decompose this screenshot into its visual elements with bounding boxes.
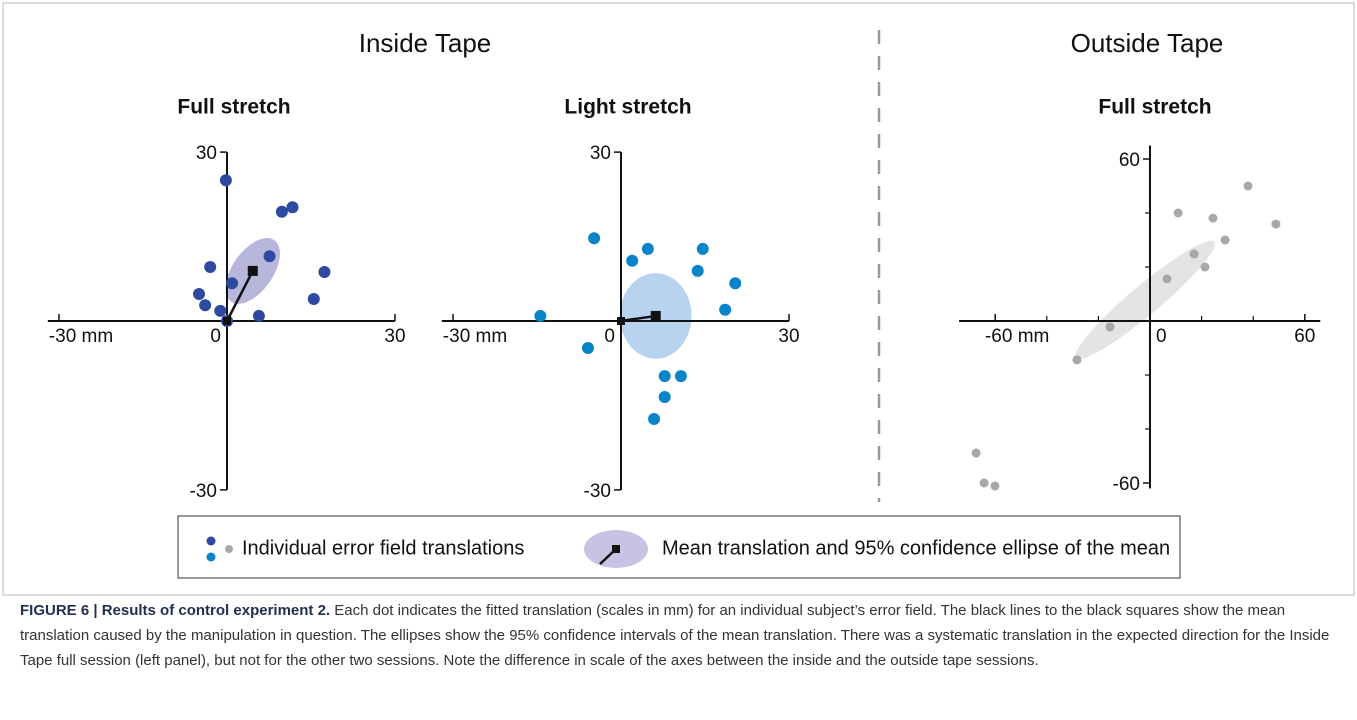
data-point [1220,235,1230,245]
x-tick-label: 30 [778,326,799,347]
data-point [214,304,227,317]
caption-text: Each dot indicates the fitted translatio… [20,602,1330,669]
y-tick-label: -60 [1113,474,1140,495]
panel-title: Full stretch [1098,96,1211,119]
data-point [626,254,639,267]
confidence-ellipse [1075,240,1215,360]
mean-square [247,265,258,276]
origin-square [223,317,231,325]
figure-frame [2,2,1355,596]
data-point [1072,355,1082,365]
data-point [275,205,288,218]
data-point [581,342,594,355]
caption: FIGURE 6 | Results of control experiment… [20,598,1340,673]
data-point [691,264,704,277]
data-point [286,201,299,214]
data-point [674,370,687,383]
data-point [263,250,276,263]
data-point [971,448,981,458]
data-point [648,412,661,425]
legend-dot [206,552,216,562]
x-tick-label: 30 [384,326,405,347]
x-tick-label: 0 [210,326,221,347]
x-tick-label: -30 mm [49,326,113,347]
data-point [1105,322,1115,332]
data-point [1162,274,1172,284]
y-tick-label: 60 [1119,150,1140,171]
data-point [990,481,1000,491]
panel-title: Light stretch [564,96,691,119]
group-title: Outside Tape [1071,28,1224,58]
data-point [226,277,239,290]
data-point [1208,213,1218,223]
mean-square [650,310,661,321]
x-tick-label: -60 mm [985,326,1049,347]
legend-label: Individual error field translations [242,537,524,559]
data-point [318,266,331,279]
data-point [1243,181,1253,191]
data-point [204,260,217,273]
mean-line [225,270,254,322]
data-point [1271,219,1281,229]
origin-square [617,317,625,325]
data-point [307,293,320,306]
mean-line [620,314,656,323]
x-tick-label: -30 mm [443,326,507,347]
legend-dot [206,536,216,546]
group-title: Inside Tape [359,28,492,58]
data-point [199,299,212,312]
data-point [588,232,601,245]
figure: Inside Tape Outside Tape Individual erro… [2,2,1355,596]
legend-square [612,545,620,553]
y-tick-label: 30 [196,143,217,164]
legend-box [177,515,1181,579]
data-point [696,242,709,255]
y-tick-label: 30 [590,143,611,164]
data-point [219,174,232,187]
data-point [979,478,989,488]
data-point [1200,262,1210,272]
data-point [658,370,671,383]
data-point [1173,208,1183,218]
y-tick-label: -30 [584,481,611,502]
x-tick-label: 0 [1156,326,1167,347]
data-point [252,309,265,322]
y-tick-label: -30 [190,481,217,502]
data-point [534,309,547,322]
data-point [1189,249,1199,259]
x-tick-label: 60 [1294,326,1315,347]
x-tick-label: 0 [604,326,615,347]
data-point [641,242,654,255]
legend-dot [225,545,233,553]
caption-title: FIGURE 6 | Results of control experiment… [20,602,331,619]
panel-title: Full stretch [177,96,290,119]
data-point [729,277,742,290]
data-point [658,391,671,404]
data-point [193,287,205,300]
legend-label: Mean translation and 95% confidence elli… [662,537,1170,559]
data-point [719,303,732,316]
